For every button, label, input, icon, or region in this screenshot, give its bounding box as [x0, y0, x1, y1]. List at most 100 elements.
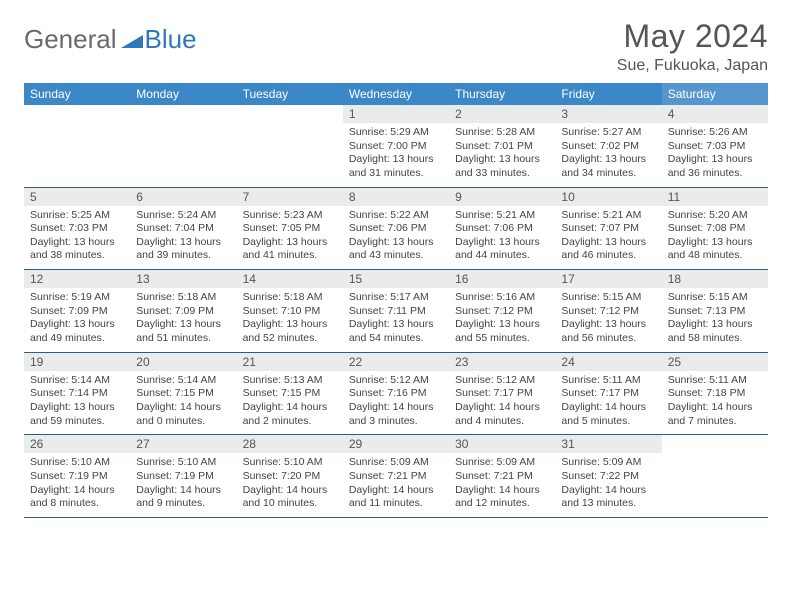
- day-number: 24: [555, 353, 661, 371]
- day-details: Sunrise: 5:26 AMSunset: 7:03 PMDaylight:…: [662, 123, 768, 187]
- day-details: Sunrise: 5:13 AMSunset: 7:15 PMDaylight:…: [237, 371, 343, 435]
- sunrise-text: Sunrise: 5:23 AM: [243, 209, 337, 223]
- day-number: 4: [662, 105, 768, 123]
- day-details: [24, 109, 130, 167]
- sunrise-text: Sunrise: 5:18 AM: [243, 291, 337, 305]
- day-header: Thursday: [449, 83, 555, 105]
- calendar-cell: 23Sunrise: 5:12 AMSunset: 7:17 PMDayligh…: [449, 352, 555, 435]
- page-title: May 2024: [617, 18, 768, 55]
- day-details: Sunrise: 5:10 AMSunset: 7:19 PMDaylight:…: [130, 453, 236, 517]
- daylight-text: Daylight: 13 hours and 31 minutes.: [349, 153, 443, 180]
- daylight-text: Daylight: 13 hours and 49 minutes.: [30, 318, 124, 345]
- calendar-cell: 21Sunrise: 5:13 AMSunset: 7:15 PMDayligh…: [237, 352, 343, 435]
- daylight-text: Daylight: 13 hours and 46 minutes.: [561, 236, 655, 263]
- daylight-text: Daylight: 14 hours and 2 minutes.: [243, 401, 337, 428]
- sunset-text: Sunset: 7:14 PM: [30, 387, 124, 401]
- daylight-text: Daylight: 14 hours and 13 minutes.: [561, 484, 655, 511]
- day-number: 29: [343, 435, 449, 453]
- calendar-cell: 9Sunrise: 5:21 AMSunset: 7:06 PMDaylight…: [449, 187, 555, 270]
- location-label: Sue, Fukuoka, Japan: [617, 57, 768, 75]
- sunrise-text: Sunrise: 5:14 AM: [136, 374, 230, 388]
- day-number: 28: [237, 435, 343, 453]
- daylight-text: Daylight: 14 hours and 12 minutes.: [455, 484, 549, 511]
- day-details: Sunrise: 5:25 AMSunset: 7:03 PMDaylight:…: [24, 206, 130, 270]
- day-details: Sunrise: 5:14 AMSunset: 7:15 PMDaylight:…: [130, 371, 236, 435]
- day-number: 12: [24, 270, 130, 288]
- day-number: 22: [343, 353, 449, 371]
- calendar-cell: 15Sunrise: 5:17 AMSunset: 7:11 PMDayligh…: [343, 270, 449, 353]
- sunset-text: Sunset: 7:00 PM: [349, 140, 443, 154]
- day-number: 21: [237, 353, 343, 371]
- daylight-text: Daylight: 14 hours and 7 minutes.: [668, 401, 762, 428]
- day-number: 17: [555, 270, 661, 288]
- day-number: 30: [449, 435, 555, 453]
- day-header: Tuesday: [237, 83, 343, 105]
- daylight-text: Daylight: 14 hours and 0 minutes.: [136, 401, 230, 428]
- day-details: Sunrise: 5:29 AMSunset: 7:00 PMDaylight:…: [343, 123, 449, 187]
- calendar-cell: 2Sunrise: 5:28 AMSunset: 7:01 PMDaylight…: [449, 105, 555, 187]
- sunrise-text: Sunrise: 5:21 AM: [561, 209, 655, 223]
- day-number: 25: [662, 353, 768, 371]
- sunset-text: Sunset: 7:22 PM: [561, 470, 655, 484]
- daylight-text: Daylight: 13 hours and 55 minutes.: [455, 318, 549, 345]
- day-details: Sunrise: 5:10 AMSunset: 7:19 PMDaylight:…: [24, 453, 130, 517]
- sunrise-text: Sunrise: 5:15 AM: [668, 291, 762, 305]
- day-number: 7: [237, 188, 343, 206]
- day-details: Sunrise: 5:21 AMSunset: 7:06 PMDaylight:…: [449, 206, 555, 270]
- calendar-cell: 10 Sunrise: 5:21 AMSunset: 7:07 PMDayligh…: [555, 187, 661, 270]
- sunrise-text: Sunrise: 5:11 AM: [668, 374, 762, 388]
- sunrise-text: Sunrise: 5:29 AM: [349, 126, 443, 140]
- daylight-text: Daylight: 13 hours and 54 minutes.: [349, 318, 443, 345]
- day-number: 16: [449, 270, 555, 288]
- sunset-text: Sunset: 7:15 PM: [136, 387, 230, 401]
- day-number: 10: [555, 188, 661, 206]
- daylight-text: Daylight: 13 hours and 52 minutes.: [243, 318, 337, 345]
- daylight-text: Daylight: 14 hours and 9 minutes.: [136, 484, 230, 511]
- sunset-text: Sunset: 7:10 PM: [243, 305, 337, 319]
- calendar-cell: 18Sunrise: 5:15 AMSunset: 7:13 PMDayligh…: [662, 270, 768, 353]
- sunset-text: Sunset: 7:03 PM: [668, 140, 762, 154]
- sunrise-text: Sunrise: 5:22 AM: [349, 209, 443, 223]
- sunrise-text: Sunrise: 5:14 AM: [30, 374, 124, 388]
- day-number: 5: [24, 188, 130, 206]
- sunrise-text: Sunrise: 5:09 AM: [561, 456, 655, 470]
- calendar-cell: 22Sunrise: 5:12 AMSunset: 7:16 PMDayligh…: [343, 352, 449, 435]
- sunrise-text: Sunrise: 5:16 AM: [455, 291, 549, 305]
- sunrise-text: Sunrise: 5:15 AM: [561, 291, 655, 305]
- sunset-text: Sunset: 7:05 PM: [243, 222, 337, 236]
- day-details: Sunrise: 5:18 AMSunset: 7:10 PMDaylight:…: [237, 288, 343, 352]
- day-header: Saturday: [662, 83, 768, 105]
- sunset-text: Sunset: 7:07 PM: [561, 222, 655, 236]
- daylight-text: Daylight: 13 hours and 41 minutes.: [243, 236, 337, 263]
- day-details: Sunrise: 5:11 AMSunset: 7:17 PMDaylight:…: [555, 371, 661, 435]
- sunrise-text: Sunrise: 5:11 AM: [561, 374, 655, 388]
- calendar-cell-empty: [237, 105, 343, 187]
- day-details: Sunrise: 5:17 AMSunset: 7:11 PMDaylight:…: [343, 288, 449, 352]
- sunset-text: Sunset: 7:08 PM: [668, 222, 762, 236]
- calendar-cell: 20Sunrise: 5:14 AMSunset: 7:15 PMDayligh…: [130, 352, 236, 435]
- day-details: Sunrise: 5:28 AMSunset: 7:01 PMDaylight:…: [449, 123, 555, 187]
- sunrise-text: Sunrise: 5:28 AM: [455, 126, 549, 140]
- day-number: 13: [130, 270, 236, 288]
- day-header: Sunday: [24, 83, 130, 105]
- day-details: Sunrise: 5:20 AMSunset: 7:08 PMDaylight:…: [662, 206, 768, 270]
- calendar-week-row: 19Sunrise: 5:14 AMSunset: 7:14 PMDayligh…: [24, 352, 768, 435]
- calendar-week-row: 26Sunrise: 5:10 AMSunset: 7:19 PMDayligh…: [24, 435, 768, 518]
- sunrise-text: Sunrise: 5:10 AM: [30, 456, 124, 470]
- day-header-row: SundayMondayTuesdayWednesdayThursdayFrid…: [24, 83, 768, 105]
- calendar-week-row: 1Sunrise: 5:29 AMSunset: 7:00 PMDaylight…: [24, 105, 768, 187]
- day-number: 18: [662, 270, 768, 288]
- sunset-text: Sunset: 7:21 PM: [349, 470, 443, 484]
- sunrise-text: Sunrise: 5:19 AM: [30, 291, 124, 305]
- sunset-text: Sunset: 7:03 PM: [30, 222, 124, 236]
- daylight-text: Daylight: 13 hours and 36 minutes.: [668, 153, 762, 180]
- daylight-text: Daylight: 14 hours and 8 minutes.: [30, 484, 124, 511]
- sunrise-text: Sunrise: 5:20 AM: [668, 209, 762, 223]
- calendar-cell: 25Sunrise: 5:11 AMSunset: 7:18 PMDayligh…: [662, 352, 768, 435]
- calendar-cell: 26Sunrise: 5:10 AMSunset: 7:19 PMDayligh…: [24, 435, 130, 518]
- daylight-text: Daylight: 14 hours and 11 minutes.: [349, 484, 443, 511]
- calendar-cell: 19Sunrise: 5:14 AMSunset: 7:14 PMDayligh…: [24, 352, 130, 435]
- calendar-cell: 31Sunrise: 5:09 AMSunset: 7:22 PMDayligh…: [555, 435, 661, 518]
- sunset-text: Sunset: 7:20 PM: [243, 470, 337, 484]
- calendar-cell: 27Sunrise: 5:10 AMSunset: 7:19 PMDayligh…: [130, 435, 236, 518]
